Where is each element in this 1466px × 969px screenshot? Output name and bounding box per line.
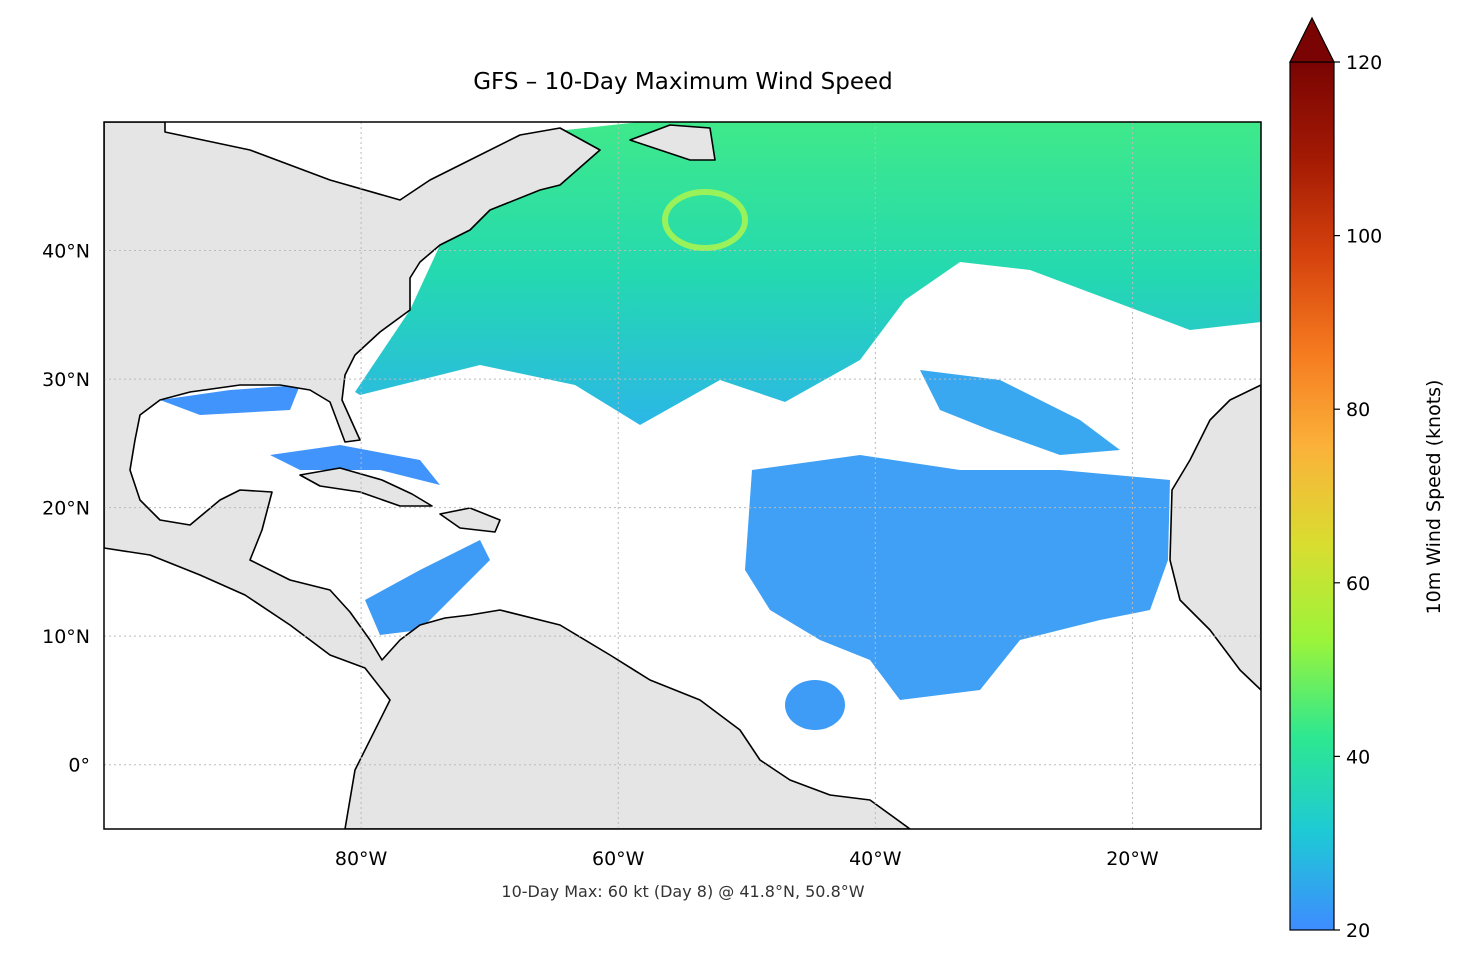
wind-blob <box>785 680 845 730</box>
africa <box>1169 384 1261 691</box>
x-tick-label: 20°W <box>1106 848 1159 870</box>
newfoundland <box>629 124 716 161</box>
wind-field-east <box>920 370 1120 455</box>
y-tick-label: 40°N <box>42 241 90 263</box>
colorbar-label: 10m Wind Speed (knots) <box>1423 380 1445 615</box>
cuba <box>299 467 433 507</box>
colorbar-tick-label: 20 <box>1346 920 1370 942</box>
x-tick-label: 80°W <box>335 848 388 870</box>
colorbar <box>1289 61 1335 931</box>
colorbar-tick-label: 40 <box>1346 746 1370 768</box>
wind-field-cuba <box>270 445 440 485</box>
wind-field-gulf <box>160 385 300 415</box>
y-tick-label: 10°N <box>42 626 90 648</box>
wind-vortex <box>662 189 748 251</box>
x-tick-label: 60°W <box>592 848 645 870</box>
wind-field-north <box>355 122 1261 425</box>
hispaniola <box>439 507 501 533</box>
map-frame <box>103 121 1262 830</box>
annotation: 10-Day Max: 60 kt (Day 8) @ 41.8°N, 50.8… <box>501 882 864 901</box>
colorbar-extend <box>1289 16 1335 63</box>
colorbar-tick-label: 120 <box>1346 52 1382 74</box>
colorbar-tick-label: 60 <box>1346 573 1370 595</box>
wind-field-tropics <box>745 455 1170 700</box>
x-tick-label: 40°W <box>849 848 902 870</box>
y-tick-label: 0° <box>68 755 90 777</box>
americas <box>104 122 911 829</box>
y-tick-label: 20°N <box>42 498 90 520</box>
y-tick-label: 30°N <box>42 369 90 391</box>
colorbar-tick-label: 100 <box>1346 226 1382 248</box>
map-layer <box>104 122 1261 829</box>
colorbar-tick-label: 80 <box>1346 399 1370 421</box>
wind-field-caribbean <box>365 540 490 635</box>
chart-title: GFS – 10-Day Maximum Wind Speed <box>473 69 893 95</box>
